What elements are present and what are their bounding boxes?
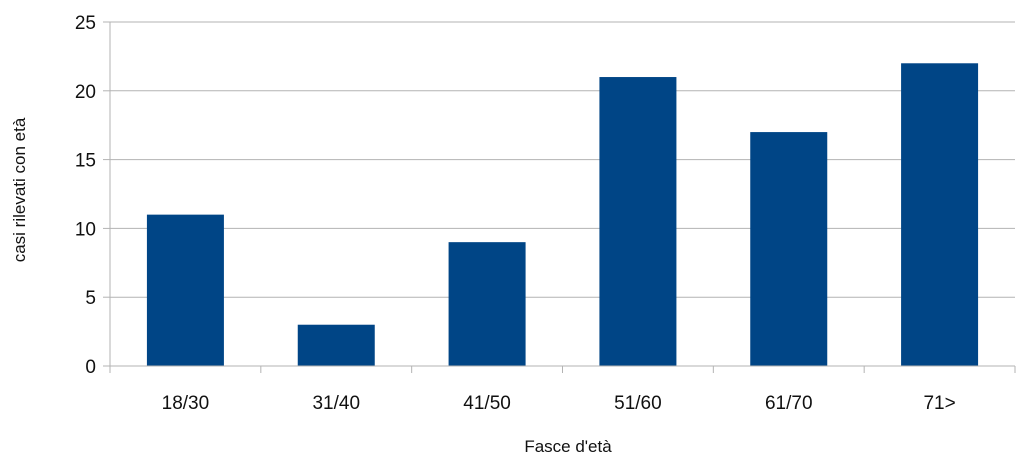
x-tick-label: 61/70 <box>765 393 813 414</box>
x-tick-label: 51/60 <box>614 393 662 414</box>
x-tick-label: 71> <box>923 393 955 414</box>
y-tick-label: 0 <box>85 357 96 378</box>
x-tick-label: 41/50 <box>463 393 511 414</box>
y-tick-label: 15 <box>75 151 96 172</box>
bars <box>146 63 979 366</box>
gridlines <box>103 21 1015 367</box>
bar-61/70 <box>750 132 828 366</box>
y-tick-label: 5 <box>85 288 96 309</box>
bar-31/40 <box>297 324 375 366</box>
bar-41/50 <box>448 242 526 366</box>
y-axis-title: casi rilevati con età <box>10 117 29 262</box>
axes <box>109 22 1016 373</box>
x-tick-labels: 18/30 31/40 41/50 51/60 61/70 71> <box>162 393 956 414</box>
bar-71> <box>901 63 979 366</box>
bar-18/30 <box>146 214 224 366</box>
x-tick-label: 18/30 <box>162 393 210 414</box>
y-tick-label: 20 <box>75 82 96 103</box>
bar-51/60 <box>599 77 677 366</box>
y-tick-label: 25 <box>75 13 96 34</box>
x-tick-label: 31/40 <box>312 393 360 414</box>
x-axis-title: Fasce d'età <box>524 437 612 456</box>
y-tick-label: 10 <box>75 219 96 240</box>
y-tick-labels: 0 5 10 15 20 25 <box>75 13 96 378</box>
